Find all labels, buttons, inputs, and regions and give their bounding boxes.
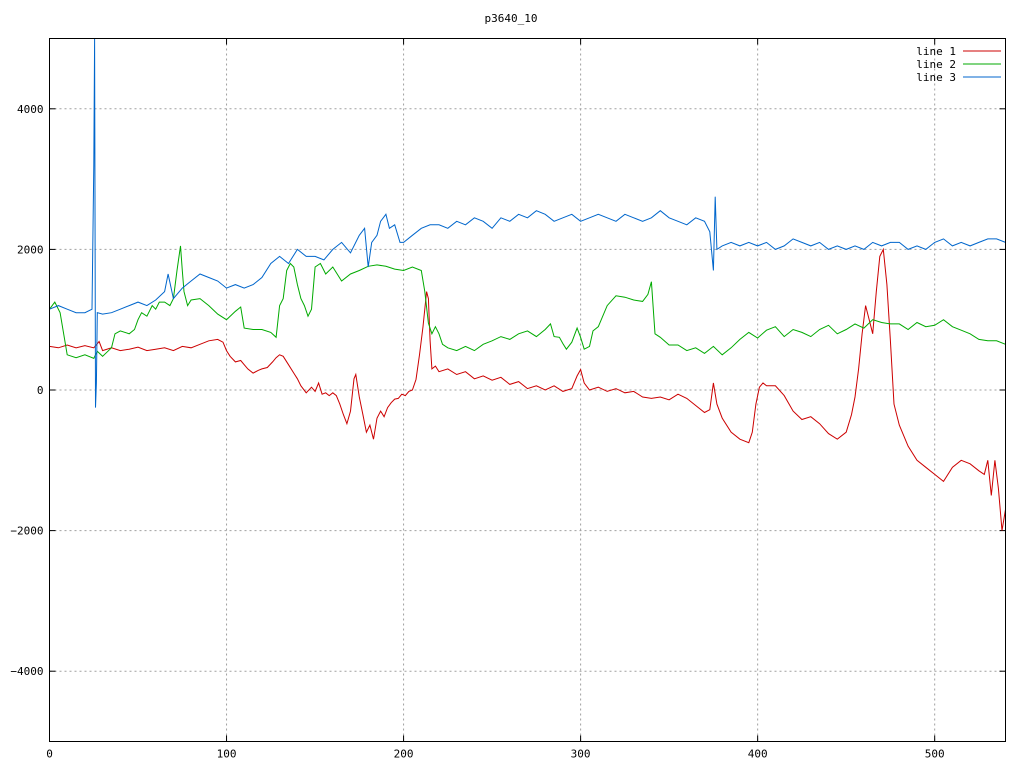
y-tick-label: 2000: [17, 243, 44, 256]
grid-lines: [49, 38, 1006, 742]
y-tick-label: 0: [37, 384, 44, 397]
plot-frame: [49, 38, 1006, 742]
x-tick-label: 300: [571, 748, 591, 761]
axis-ticks: 0 100 200 300 400 500 −4000 −2000 0 2000 4000: [10, 38, 1006, 761]
y-tick-label: −4000: [10, 665, 43, 678]
legend-label-2: line 2: [916, 58, 956, 71]
chart-title: p3640_10: [485, 12, 538, 25]
x-tick-label: 200: [394, 748, 414, 761]
series-line-1: [49, 247, 1006, 531]
x-tick-label: 100: [217, 748, 237, 761]
y-tick-label: 4000: [17, 103, 44, 116]
series-group: [49, 38, 1006, 531]
x-tick-label: 500: [925, 748, 945, 761]
x-tick-label: 400: [748, 748, 768, 761]
series-line-3: [49, 38, 1006, 408]
legend-label-1: line 1: [916, 45, 956, 58]
y-tick-label: −2000: [10, 525, 43, 538]
x-tick-label: 0: [46, 748, 53, 761]
series-line-2: [49, 245, 1006, 360]
legend-label-3: line 3: [916, 71, 956, 84]
